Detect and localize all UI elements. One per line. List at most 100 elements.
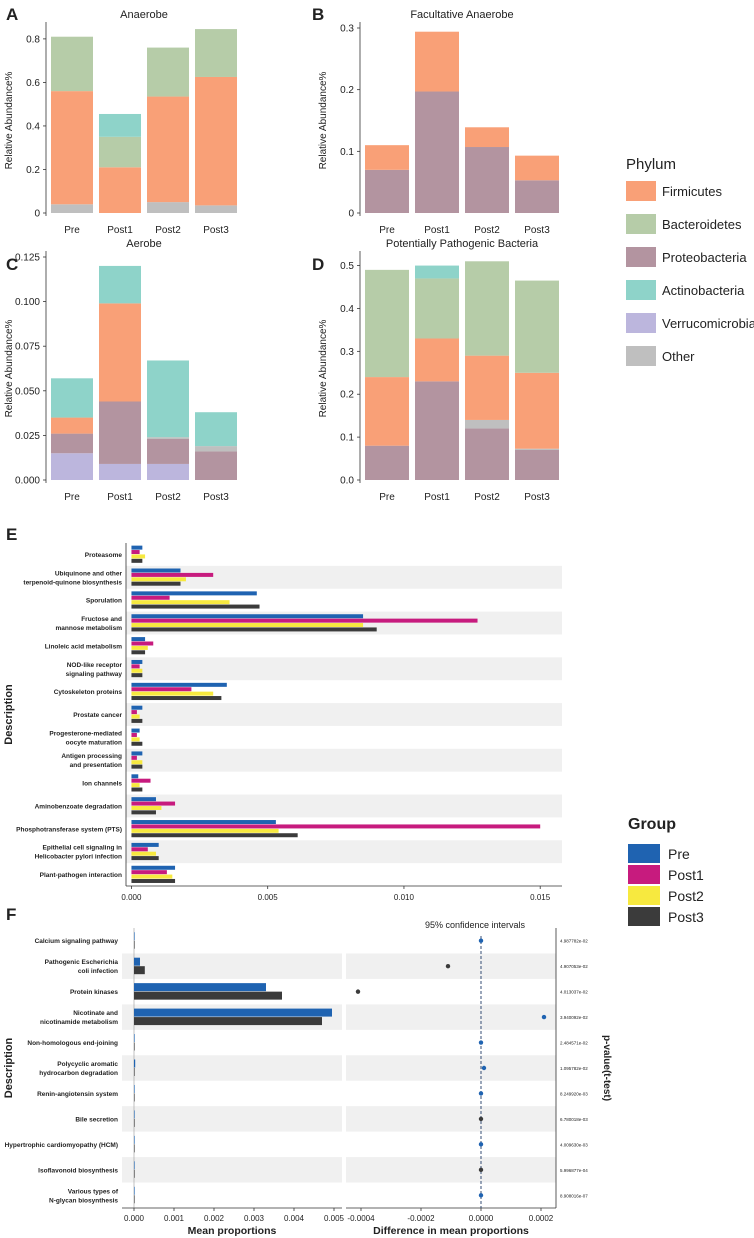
bar-segment-firmicutes — [465, 127, 509, 148]
bar-pre — [134, 932, 135, 941]
bar-segment-other — [147, 437, 189, 439]
difference-point — [478, 1116, 484, 1122]
x-tick-label: Post2 — [474, 492, 500, 503]
row-label: N-glycan biosynthesis — [49, 1197, 118, 1204]
x-tick-label: Post1 — [424, 225, 450, 236]
y-tick-label: 0.4 — [340, 304, 354, 315]
row-band — [346, 953, 556, 979]
y-axis-label: Relative Abundance% — [4, 319, 15, 417]
legend-title: Group — [628, 816, 676, 833]
bar-segment-bacteroidetes — [465, 261, 509, 356]
bar-post3 — [134, 1169, 135, 1178]
row-label: Polycyclic aromatic — [57, 1061, 118, 1068]
bar-post3 — [131, 810, 156, 815]
legend-title: Phylum — [626, 156, 676, 173]
bar-segment-actinobacteria — [99, 265, 141, 304]
row-band — [346, 1157, 556, 1183]
chart-title: Potentially Pathogenic Bacteria — [386, 238, 539, 250]
x-tick-label: Pre — [379, 492, 395, 503]
legend-item-bacteroidetes: Bacteroidetes — [662, 217, 742, 232]
bar-segment-verrucomicrobia — [147, 463, 189, 480]
bar-pre — [131, 682, 227, 687]
row-band — [346, 1106, 556, 1132]
x-tick-label: Post3 — [524, 492, 550, 503]
bar-pre — [134, 957, 140, 966]
y-tick-label: 0.2 — [340, 85, 354, 96]
bar-segment-firmicutes — [515, 155, 559, 181]
x-tick-label: Post1 — [424, 492, 450, 503]
bar-pre — [134, 1008, 332, 1017]
p-value: 4.987782e-02 — [560, 939, 588, 944]
bar-segment-firmicutes — [147, 96, 189, 203]
bar-post2 — [131, 737, 140, 742]
bar-segment-proteobacteria — [195, 451, 237, 480]
row-label: terpenoid-quinone biosynthesis — [23, 579, 122, 586]
row-label: Cytoskeleton proteins — [54, 689, 123, 696]
row-band — [122, 1157, 342, 1183]
y-tick-label: 0.025 — [15, 431, 40, 442]
bar-segment-other — [465, 419, 509, 429]
row-label: Helicobacter pylori infection — [35, 854, 122, 861]
bar-post3 — [134, 940, 135, 949]
bar-segment-bacteroidetes — [51, 36, 93, 92]
bar-post2 — [131, 851, 156, 856]
bar-post3 — [131, 650, 146, 655]
y-tick-label: 0.100 — [15, 297, 40, 308]
bar-pre — [131, 591, 257, 596]
p-value: 3.940092e-02 — [560, 1015, 588, 1020]
panel-b: B Facultative Anaerobe Relative Abundance… — [312, 5, 559, 236]
bar-post1 — [131, 755, 137, 760]
bar-post3 — [134, 1042, 135, 1051]
bar-segment-proteobacteria — [415, 381, 459, 480]
bar-segment-proteobacteria — [365, 445, 409, 480]
bar-post1 — [131, 687, 192, 692]
y-tick-label: 0.075 — [15, 342, 40, 353]
legend-swatch-pre — [628, 844, 660, 863]
row-label: Sporulation — [86, 598, 122, 605]
y-tick-label: 0.4 — [26, 121, 40, 132]
row-label: Calcium signaling pathway — [35, 938, 119, 945]
bar-post2 — [131, 783, 140, 788]
bar-pre — [131, 614, 364, 619]
bar-post3 — [134, 1017, 322, 1026]
bar-pre — [131, 820, 276, 825]
x-tick-label: Post3 — [524, 225, 550, 236]
y-tick-label: 0.5 — [340, 261, 354, 272]
bar-post3 — [134, 1093, 135, 1102]
y-axis-label: Description — [3, 684, 15, 745]
bar-segment-bacteroidetes — [195, 29, 237, 77]
bar-pre — [134, 1135, 135, 1144]
grouped-bar-chart-functions: Proteasome Ubiquinone and other terpenoid-… — [3, 543, 562, 902]
bar-segment-firmicutes — [365, 377, 409, 446]
bar-pre — [131, 842, 159, 847]
bar-post1 — [131, 664, 140, 669]
x-tick-label: Pre — [64, 492, 80, 503]
bar-segment-actinobacteria — [195, 412, 237, 447]
bar-segment-firmicutes — [99, 303, 141, 402]
x-tick-label: Post1 — [107, 492, 133, 503]
y-tick-label: 0.8 — [26, 34, 40, 45]
bar-post3 — [131, 878, 176, 883]
legend-swatch-verrucomicrobia — [626, 313, 656, 333]
p-value: 6.780018e-03 — [560, 1117, 588, 1122]
bar-post3 — [131, 696, 222, 701]
bar-segment-verrucomicrobia — [99, 463, 141, 480]
bar-segment-actinobacteria — [99, 113, 141, 137]
difference-point — [445, 963, 451, 969]
row-label: nicotinamide metabolism — [40, 1019, 118, 1026]
p-value: 8.249920e-03 — [560, 1091, 588, 1096]
bar-segment-proteobacteria — [51, 433, 93, 454]
bar-segment-firmicutes — [51, 91, 93, 205]
panel-a: A Anaerobe Relative Abundance% 0 0.2 0.4 0.6 0… — [4, 5, 237, 236]
bar-segment-proteobacteria — [465, 428, 509, 480]
legend-item-firmicutes: Firmicutes — [662, 184, 722, 199]
legend-item-actinobacteria: Actinobacteria — [662, 283, 745, 298]
x-tick-label: Pre — [64, 225, 80, 236]
row-label: coli infection — [78, 968, 118, 975]
x-tick-label: 0.005 — [324, 1214, 345, 1223]
chart-title: Anaerobe — [120, 9, 168, 21]
bar-segment-other — [195, 446, 237, 452]
panel-c: C Aerobe Relative Abundance% 0.000 0.025 0.0… — [4, 238, 237, 503]
y-axis-label: Relative Abundance% — [318, 319, 329, 417]
panel-label-c: C — [6, 255, 18, 274]
